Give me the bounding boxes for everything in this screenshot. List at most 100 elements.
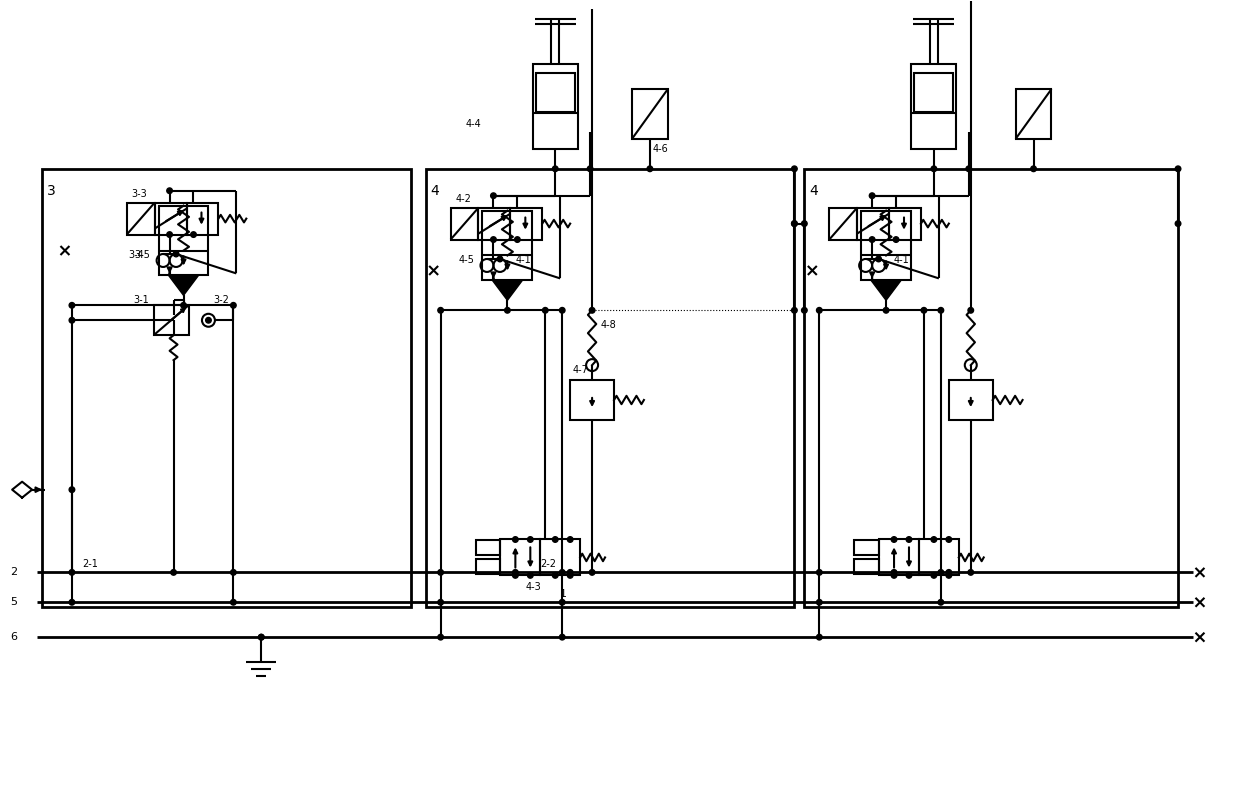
Circle shape [191,232,196,237]
Circle shape [438,569,444,575]
Circle shape [906,573,911,578]
Circle shape [69,303,74,308]
Circle shape [512,573,518,578]
Circle shape [931,537,936,542]
Circle shape [946,537,951,542]
Text: 4-2: 4-2 [455,193,471,204]
Bar [879,539,919,576]
Circle shape [568,573,573,578]
Bar [159,205,208,275]
Bar [632,89,668,139]
Circle shape [931,166,936,171]
Circle shape [174,251,179,257]
Circle shape [1176,220,1180,226]
Circle shape [438,308,444,313]
Circle shape [559,308,565,313]
Bar [854,541,879,555]
Bar [911,64,956,149]
Text: 2-2: 2-2 [541,559,557,569]
Text: 2: 2 [10,567,17,577]
Circle shape [491,237,496,243]
Circle shape [801,308,807,313]
Bar [450,208,479,239]
Circle shape [515,237,520,243]
Circle shape [231,303,236,308]
Circle shape [527,537,533,542]
Bar [479,208,511,239]
Circle shape [893,237,899,243]
Bar [475,541,501,555]
Circle shape [791,166,797,171]
Circle shape [559,569,565,575]
Circle shape [258,634,264,640]
Circle shape [939,569,944,575]
Circle shape [892,573,897,578]
Circle shape [875,256,882,262]
Circle shape [69,600,74,605]
Text: 4-6: 4-6 [653,144,668,154]
Bar [475,559,501,574]
Circle shape [231,569,236,575]
Circle shape [939,308,944,313]
Bar [536,73,574,113]
Circle shape [491,193,496,198]
Circle shape [559,634,565,640]
Bar [830,208,857,239]
Bar [914,73,954,113]
Bar [155,203,186,235]
Circle shape [438,600,444,605]
Polygon shape [492,281,522,301]
Text: 3-2: 3-2 [213,295,229,305]
Text: 4-7: 4-7 [572,365,588,375]
Circle shape [589,308,595,313]
Circle shape [647,166,652,171]
Bar [126,203,155,235]
Circle shape [553,166,558,171]
Circle shape [883,308,889,313]
Circle shape [553,573,558,578]
Text: 5: 5 [10,597,17,607]
Circle shape [69,487,74,492]
Circle shape [589,569,595,575]
Circle shape [69,317,74,323]
Text: 4-3: 4-3 [526,582,541,592]
Bar [186,203,218,235]
Circle shape [869,237,875,243]
Bar [511,208,542,239]
Circle shape [167,232,172,237]
Circle shape [171,569,176,575]
Bar [861,211,911,281]
Bar [42,169,410,607]
Bar [482,211,532,281]
Bar [857,208,889,239]
Polygon shape [169,275,198,295]
Bar [570,380,614,420]
Circle shape [816,634,822,640]
Circle shape [892,569,897,575]
Bar [805,169,1178,607]
Circle shape [497,256,502,262]
Polygon shape [872,281,901,301]
Bar [889,208,921,239]
Circle shape [553,537,558,542]
Circle shape [892,537,897,542]
Text: 3-1: 3-1 [134,295,150,305]
Bar [541,539,580,576]
Text: 4-1: 4-1 [516,255,531,266]
Circle shape [968,569,973,575]
Circle shape [258,634,264,640]
Circle shape [906,537,911,542]
Text: 2-1: 2-1 [82,559,98,569]
Text: 6: 6 [10,632,17,642]
Circle shape [1030,166,1037,171]
Text: 4-8: 4-8 [600,320,616,330]
Circle shape [791,220,797,226]
Bar [1016,89,1052,139]
Circle shape [181,303,186,308]
Text: 3-4: 3-4 [129,251,145,260]
Circle shape [559,600,565,605]
Text: 3-5: 3-5 [135,251,150,260]
Circle shape [231,600,236,605]
Circle shape [968,308,973,313]
Circle shape [791,308,797,313]
